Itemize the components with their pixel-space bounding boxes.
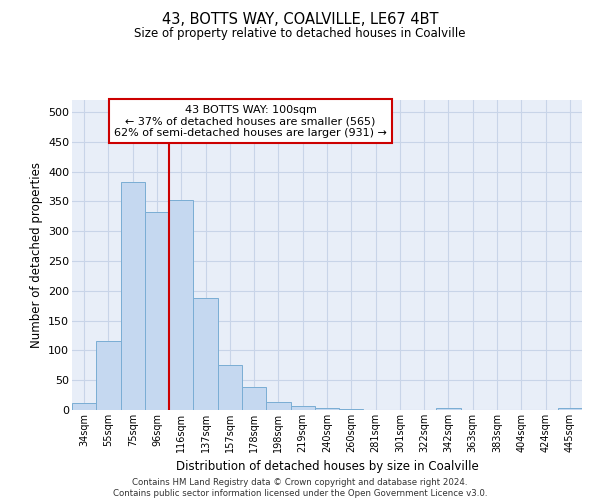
Bar (193, 298, 218, 410)
Bar (72, 404, 96, 410)
Bar (290, 406, 315, 410)
Bar (169, 200, 193, 410)
Text: Size of property relative to detached houses in Coalville: Size of property relative to detached ho… (134, 28, 466, 40)
Bar (121, 182, 145, 410)
Bar (558, 408, 582, 410)
Bar (266, 402, 290, 410)
Bar (96, 342, 121, 410)
Bar (218, 364, 242, 410)
Text: 43, BOTTS WAY, COALVILLE, LE67 4BT: 43, BOTTS WAY, COALVILLE, LE67 4BT (162, 12, 438, 28)
Y-axis label: Number of detached properties: Number of detached properties (29, 162, 43, 348)
Text: 43 BOTTS WAY: 100sqm
← 37% of detached houses are smaller (565)
62% of semi-deta: 43 BOTTS WAY: 100sqm ← 37% of detached h… (114, 104, 387, 138)
Bar (436, 408, 461, 410)
X-axis label: Distribution of detached houses by size in Coalville: Distribution of detached houses by size … (176, 460, 478, 473)
Text: Contains HM Land Registry data © Crown copyright and database right 2024.
Contai: Contains HM Land Registry data © Crown c… (113, 478, 487, 498)
Bar (315, 408, 339, 410)
Bar (242, 388, 266, 410)
Bar (145, 212, 169, 410)
